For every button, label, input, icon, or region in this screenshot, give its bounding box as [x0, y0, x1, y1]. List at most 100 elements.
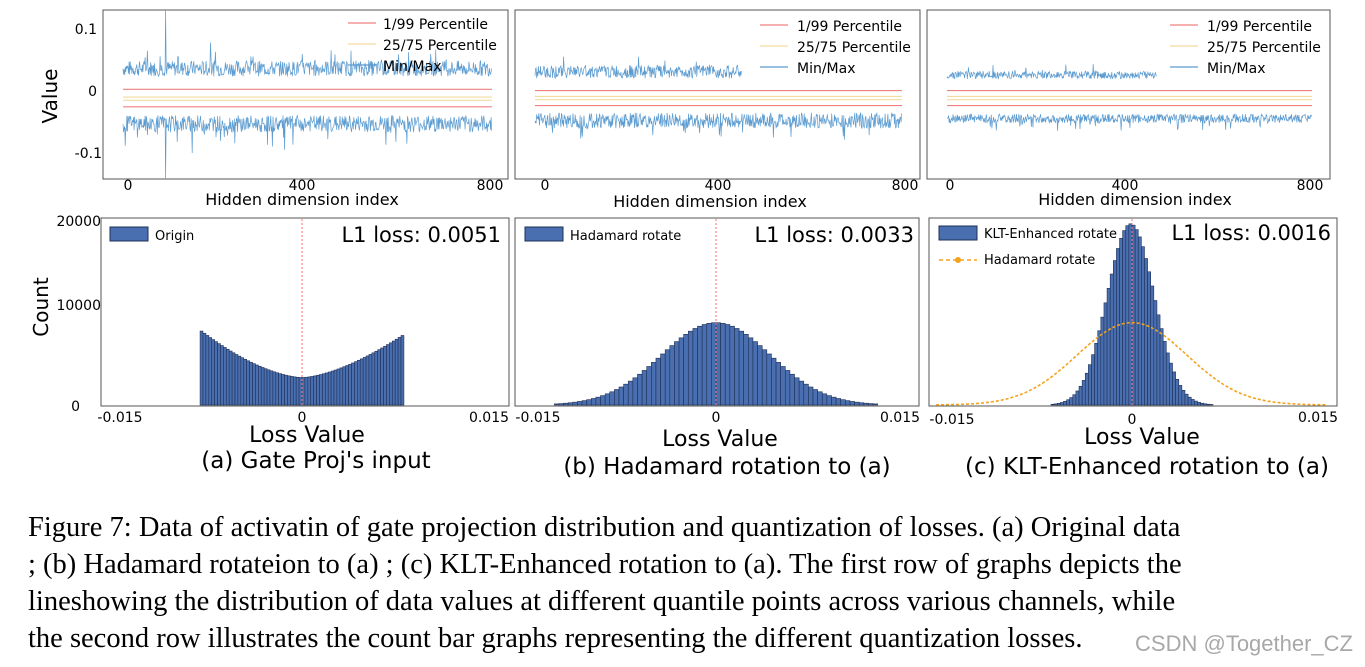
hist-4-bar: [683, 334, 689, 406]
legend-label-minmax: Min/Max: [797, 61, 856, 77]
panel-c-top: 0 400 800 Hidden dimension index 1/99 Pe…: [926, 9, 1331, 209]
series-1-1-minmax-line: [534, 112, 902, 140]
hist-4-bar: [798, 380, 805, 406]
hist-4-bar: [854, 401, 860, 406]
panel-b-top-xtick-2: 400: [705, 178, 732, 194]
hist-3-bar: [357, 359, 361, 406]
hist-4-bar: [812, 389, 818, 406]
hist-4-bar: [692, 328, 698, 406]
hist-3-bar: [243, 358, 247, 406]
hist-3-bar: [374, 350, 379, 406]
panel-c-bottom-xtick-1: -0.015: [929, 412, 974, 428]
legend-label-minmax: Min/Max: [383, 59, 442, 75]
hist-3-bar: [371, 352, 376, 406]
hist-5-bar: [1109, 273, 1114, 406]
hist-3-bar: [287, 375, 291, 406]
hist-3-bar: [330, 370, 335, 406]
panel-c-bottom-xlabel: Loss Value: [1084, 425, 1200, 450]
caption-line-2: ; (b) Hadamard rotateion to (a) ; (c) KL…: [28, 549, 1182, 580]
panel-a-bottom-annotation: L1 loss: 0.0051: [341, 223, 501, 247]
hist-4-bar: [872, 403, 878, 406]
hist-4-bar: [761, 349, 768, 406]
hist-4-bar: [720, 323, 726, 406]
panel-a-bottom-legend: Origin: [109, 226, 194, 244]
hist-5-bar: [1078, 385, 1083, 406]
hist-3-bar: [199, 330, 204, 406]
hist-5-bar: [1141, 246, 1145, 406]
panel-b-top-series: [534, 56, 902, 140]
hist-5-bar: [1060, 402, 1064, 406]
hist-3-bar: [348, 363, 352, 406]
hist-5-bar: [1084, 372, 1089, 406]
hist-4-bar: [581, 400, 587, 406]
hist-4-bar: [803, 383, 809, 406]
panel-b-bottom-legend: Hadamard rotate: [524, 226, 681, 244]
panel-c-bottom-bars: [1050, 223, 1214, 406]
hist-3-bar: [202, 332, 207, 406]
panel-b-bottom-annotation: L1 loss: 0.0033: [754, 223, 914, 247]
panel-c-bottom-legend: KLT-Enhanced rotate Hadamard rotate: [938, 225, 1117, 268]
hist-4-bar: [572, 401, 578, 406]
panel-b-bottom: -0.015 0 0.015 Loss Value (b) Hadamard r…: [514, 217, 920, 480]
hist-5-bar: [1081, 380, 1086, 406]
hist-5-bar: [1088, 364, 1092, 406]
panel-c-top-xtick-3: 800: [1297, 178, 1324, 194]
hist-3-bar: [365, 355, 370, 406]
hist-4-bar: [651, 362, 657, 406]
legend-label-hadamard-curve: Hadamard rotate: [984, 253, 1095, 268]
hist-4-bar: [775, 362, 781, 406]
hist-4-bar: [554, 403, 560, 406]
panel-c-top-xtick-1: 0: [946, 178, 955, 194]
hist-4-bar: [660, 353, 666, 406]
legend-swatch-hadamard: [524, 226, 564, 242]
hist-3-bar: [255, 364, 259, 406]
hist-3-bar: [258, 365, 262, 406]
hist-4-bar: [674, 341, 680, 406]
hist-3-bar: [351, 362, 355, 406]
hist-3-bar: [377, 349, 381, 406]
hist-4-bar: [623, 383, 629, 406]
panel-c-top-frame: [926, 9, 1331, 180]
panel-a-bottom-ytick-1: 20000: [56, 214, 101, 230]
hist-3-bar: [208, 337, 213, 406]
panel-a-top-xtick-3: 800: [477, 178, 504, 194]
series-2-0-minmax-line: [946, 64, 1157, 80]
panel-c-top-xtick-2: 400: [1112, 178, 1139, 194]
hist-3-bar: [292, 376, 297, 406]
hist-5-bar: [1172, 371, 1176, 406]
hist-4-bar: [845, 400, 851, 406]
hist-3-bar: [324, 372, 329, 406]
panel-b-top-frame: [514, 9, 921, 180]
hist-4-bar: [706, 323, 712, 406]
hist-5-bar: [1187, 396, 1192, 406]
hist-5-bar: [1066, 399, 1070, 406]
panel-a-top-ytick-1: 0.1: [75, 22, 97, 38]
hist-4-bar: [748, 337, 754, 406]
hist-3-bar: [217, 343, 221, 406]
hist-5-bar: [1156, 314, 1161, 406]
legend-label-25-75: 25/75 Percentile: [797, 40, 911, 56]
hist-3-bar: [380, 347, 384, 406]
panel-b-top-xtick-1: 0: [541, 178, 550, 194]
panel-b-bottom-xtick-1: -0.015: [515, 410, 560, 426]
panel-a-top-series: [122, 9, 492, 180]
hist-3-bar: [275, 372, 280, 406]
hist-5-bar: [1184, 393, 1189, 406]
hist-3-bar: [228, 350, 233, 406]
panel-b-bottom-xlabel: Loss Value: [662, 427, 778, 452]
panel-a-bottom-xtick-3: 0.015: [469, 410, 509, 426]
hist-5-bar: [1137, 236, 1142, 406]
legend-label-1-99: 1/99 Percentile: [797, 19, 902, 35]
hist-4-bar: [794, 377, 800, 406]
hist-4-bar: [646, 366, 652, 406]
hist-5-bar: [1169, 362, 1173, 406]
hist-3-bar: [394, 338, 399, 406]
panel-a-top-xtick-2: 400: [289, 178, 316, 194]
legend-label-hadamard: Hadamard rotate: [570, 229, 681, 244]
legend-swatch-klt: [938, 225, 978, 241]
hist-4-bar: [784, 370, 791, 406]
hist-4-bar: [711, 322, 717, 406]
hist-4-bar: [687, 330, 694, 406]
hist-4-bar: [590, 398, 597, 406]
hist-5-bar: [1194, 400, 1198, 406]
